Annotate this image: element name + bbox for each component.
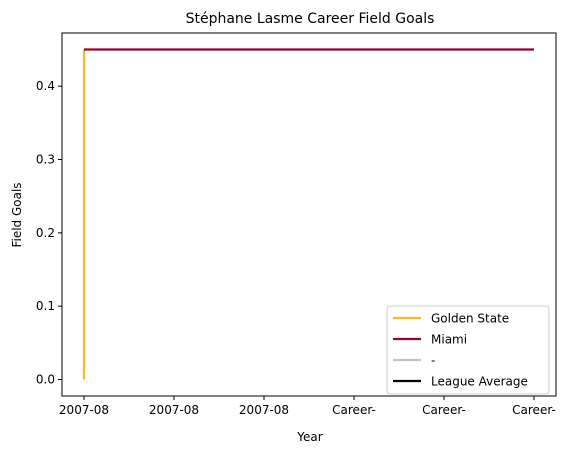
legend-label: Miami (431, 333, 467, 347)
plot-frame (61, 32, 557, 397)
x-tick-label: 2007-08 (59, 403, 109, 417)
x-tick-label: Career- (332, 403, 376, 417)
legend-label: Golden State (431, 312, 509, 326)
chart-title: Stéphane Lasme Career Field Goals (186, 11, 435, 27)
y-tick-label: 0.2 (36, 226, 55, 240)
y-axis-label: Field Goals (10, 182, 24, 247)
y-axis: 0.0 0.1 0.2 0.3 0.4 (36, 79, 62, 387)
series-layer (82, 48, 534, 380)
legend-label: League Average (431, 375, 528, 389)
x-tick-label: Career- (422, 403, 466, 417)
legend: Golden State Miami - League Average (386, 305, 550, 395)
x-tick-label: Career- (512, 403, 556, 417)
legend-box (386, 305, 550, 395)
x-tick-label: 2007-08 (149, 403, 199, 417)
y-tick-label: 0.0 (36, 373, 55, 387)
y-tick-label: 0.4 (36, 79, 55, 93)
x-axis: 2007-08 2007-08 2007-08 Career- Career- Caree… (59, 396, 556, 417)
x-axis-label: Year (296, 430, 322, 444)
x-tick-label: 2007-08 (239, 403, 289, 417)
y-tick-label: 0.3 (36, 153, 55, 167)
y-tick-label: 0.1 (36, 299, 55, 313)
legend-label: - (431, 354, 435, 368)
